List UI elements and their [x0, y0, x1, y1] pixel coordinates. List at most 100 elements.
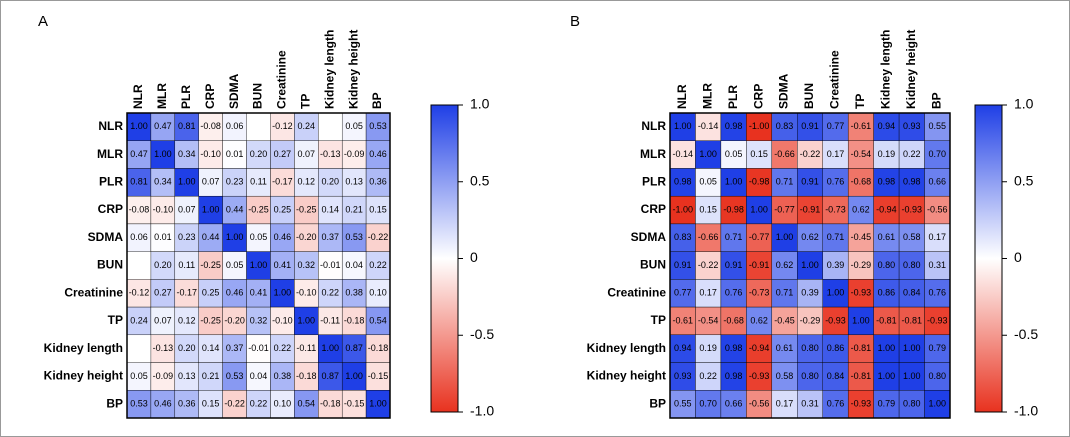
cell-value: 1.00	[699, 149, 717, 159]
heatmap-cell	[797, 140, 823, 169]
cell-value: 0.27	[274, 149, 292, 159]
cell-value: 0.37	[226, 343, 244, 353]
heatmap-cell	[847, 251, 874, 280]
column-label: Creatinine	[275, 50, 289, 109]
cell-value: -0.14	[672, 149, 693, 159]
column-label: TP	[853, 94, 867, 109]
heatmap-cell	[924, 195, 951, 225]
cell-value: 0.76	[929, 288, 947, 298]
cell-value: 0.01	[226, 149, 244, 159]
cell-value: -0.01	[248, 343, 269, 353]
cell-value: 0.80	[878, 260, 896, 270]
cell-value: 0.11	[178, 260, 195, 270]
cell-value: 0.93	[674, 371, 692, 381]
cell-value: -0.54	[698, 315, 719, 325]
cell-value: 0.79	[878, 399, 896, 409]
column-label: Kidney height	[904, 30, 918, 109]
cell-value: 0.53	[226, 371, 244, 381]
column-label: TP	[298, 94, 312, 109]
heatmap-cell	[797, 279, 823, 308]
cell-value: -0.10	[272, 315, 293, 325]
cell-value: 0.84	[903, 288, 921, 298]
cell-value: 1.00	[154, 149, 172, 159]
cell-value: 0.83	[776, 121, 794, 131]
row-label: CRP	[641, 202, 666, 216]
heatmap-cell	[669, 279, 696, 308]
colorbar	[430, 104, 459, 413]
cell-value: -0.20	[224, 315, 245, 325]
cell-value: -0.12	[272, 121, 293, 131]
cell-value: 1.00	[274, 288, 292, 298]
cell-value: 0.20	[154, 260, 172, 270]
colorbar-tick-label: 1.0	[470, 96, 490, 112]
row-label: BUN	[97, 258, 123, 272]
cell-value: 0.04	[250, 371, 268, 381]
row-label: Creatinine	[607, 285, 666, 299]
heatmap-cell	[720, 168, 747, 197]
heatmap-cell	[695, 195, 722, 225]
heatmap-cell	[822, 223, 849, 252]
row-label: NLR	[98, 119, 123, 133]
cell-value: -0.94	[876, 204, 897, 214]
cell-value: -0.77	[749, 232, 770, 242]
cell-value: 0.05	[250, 232, 268, 242]
cell-value: -0.17	[272, 177, 293, 187]
cell-value: 0.19	[878, 149, 896, 159]
cell-value: 0.32	[298, 260, 316, 270]
heatmap-cell	[746, 112, 773, 141]
cell-value: 0.62	[852, 204, 870, 214]
cell-value: 0.80	[801, 371, 819, 381]
cell-value: 0.98	[674, 177, 692, 187]
heatmap-cell	[822, 306, 849, 336]
cell-value: 1.00	[878, 371, 896, 381]
cell-value: 0.36	[178, 399, 196, 409]
cell-value: 1.00	[674, 121, 692, 131]
column-label: CRP	[203, 84, 217, 109]
heatmap-cell	[797, 334, 823, 363]
cell-value: 0.93	[903, 121, 921, 131]
cell-value: -0.18	[320, 399, 341, 409]
heatmap-cell	[797, 362, 823, 391]
column-label: Creatinine	[828, 50, 842, 109]
heatmap-cell	[847, 168, 874, 197]
row-label: SDMA	[88, 230, 124, 244]
heatmap-cell	[695, 140, 722, 169]
cell-value: 0.06	[130, 232, 148, 242]
cell-value: 0.66	[929, 177, 947, 187]
cell-value: -0.08	[200, 121, 221, 131]
cell-value: 0.22	[250, 399, 268, 409]
grid-border	[126, 112, 391, 419]
cell-value: 0.80	[903, 260, 921, 270]
heatmap-cell	[797, 195, 823, 225]
heatmap-cell	[847, 362, 874, 391]
cell-value: 0.38	[345, 288, 363, 298]
cell-value: -0.73	[749, 288, 770, 298]
column-label: Kidney height	[346, 30, 360, 109]
cell-value: -0.15	[344, 399, 365, 409]
cell-value: 0.81	[178, 121, 196, 131]
row-label: PLR	[99, 174, 123, 188]
cell-value: -0.61	[851, 121, 872, 131]
cell-value: 1.00	[321, 343, 339, 353]
cell-value: 0.80	[929, 371, 947, 381]
cell-value: 0.05	[725, 149, 743, 159]
panel-label: B	[570, 13, 580, 30]
cell-value: 0.98	[725, 121, 743, 131]
cell-value: 0.17	[827, 149, 845, 159]
heatmap-cell	[695, 223, 722, 252]
heatmap-cell	[924, 140, 951, 169]
cell-value: 0.47	[130, 149, 148, 159]
heatmap-cell	[873, 362, 900, 391]
cell-value: -0.66	[698, 232, 719, 242]
heatmap-cell	[669, 334, 696, 363]
cell-value: 1.00	[750, 204, 768, 214]
cell-value: 0.13	[345, 177, 363, 187]
cell-value: -0.10	[296, 288, 317, 298]
cell-value: 0.77	[674, 288, 692, 298]
cell-value: 0.54	[369, 315, 387, 325]
cell-value: 0.05	[226, 260, 244, 270]
cell-value: 0.34	[178, 149, 196, 159]
colorbar-tick-label: -0.5	[470, 326, 494, 342]
row-label: PLR	[642, 174, 666, 188]
column-label: BP	[370, 92, 384, 109]
